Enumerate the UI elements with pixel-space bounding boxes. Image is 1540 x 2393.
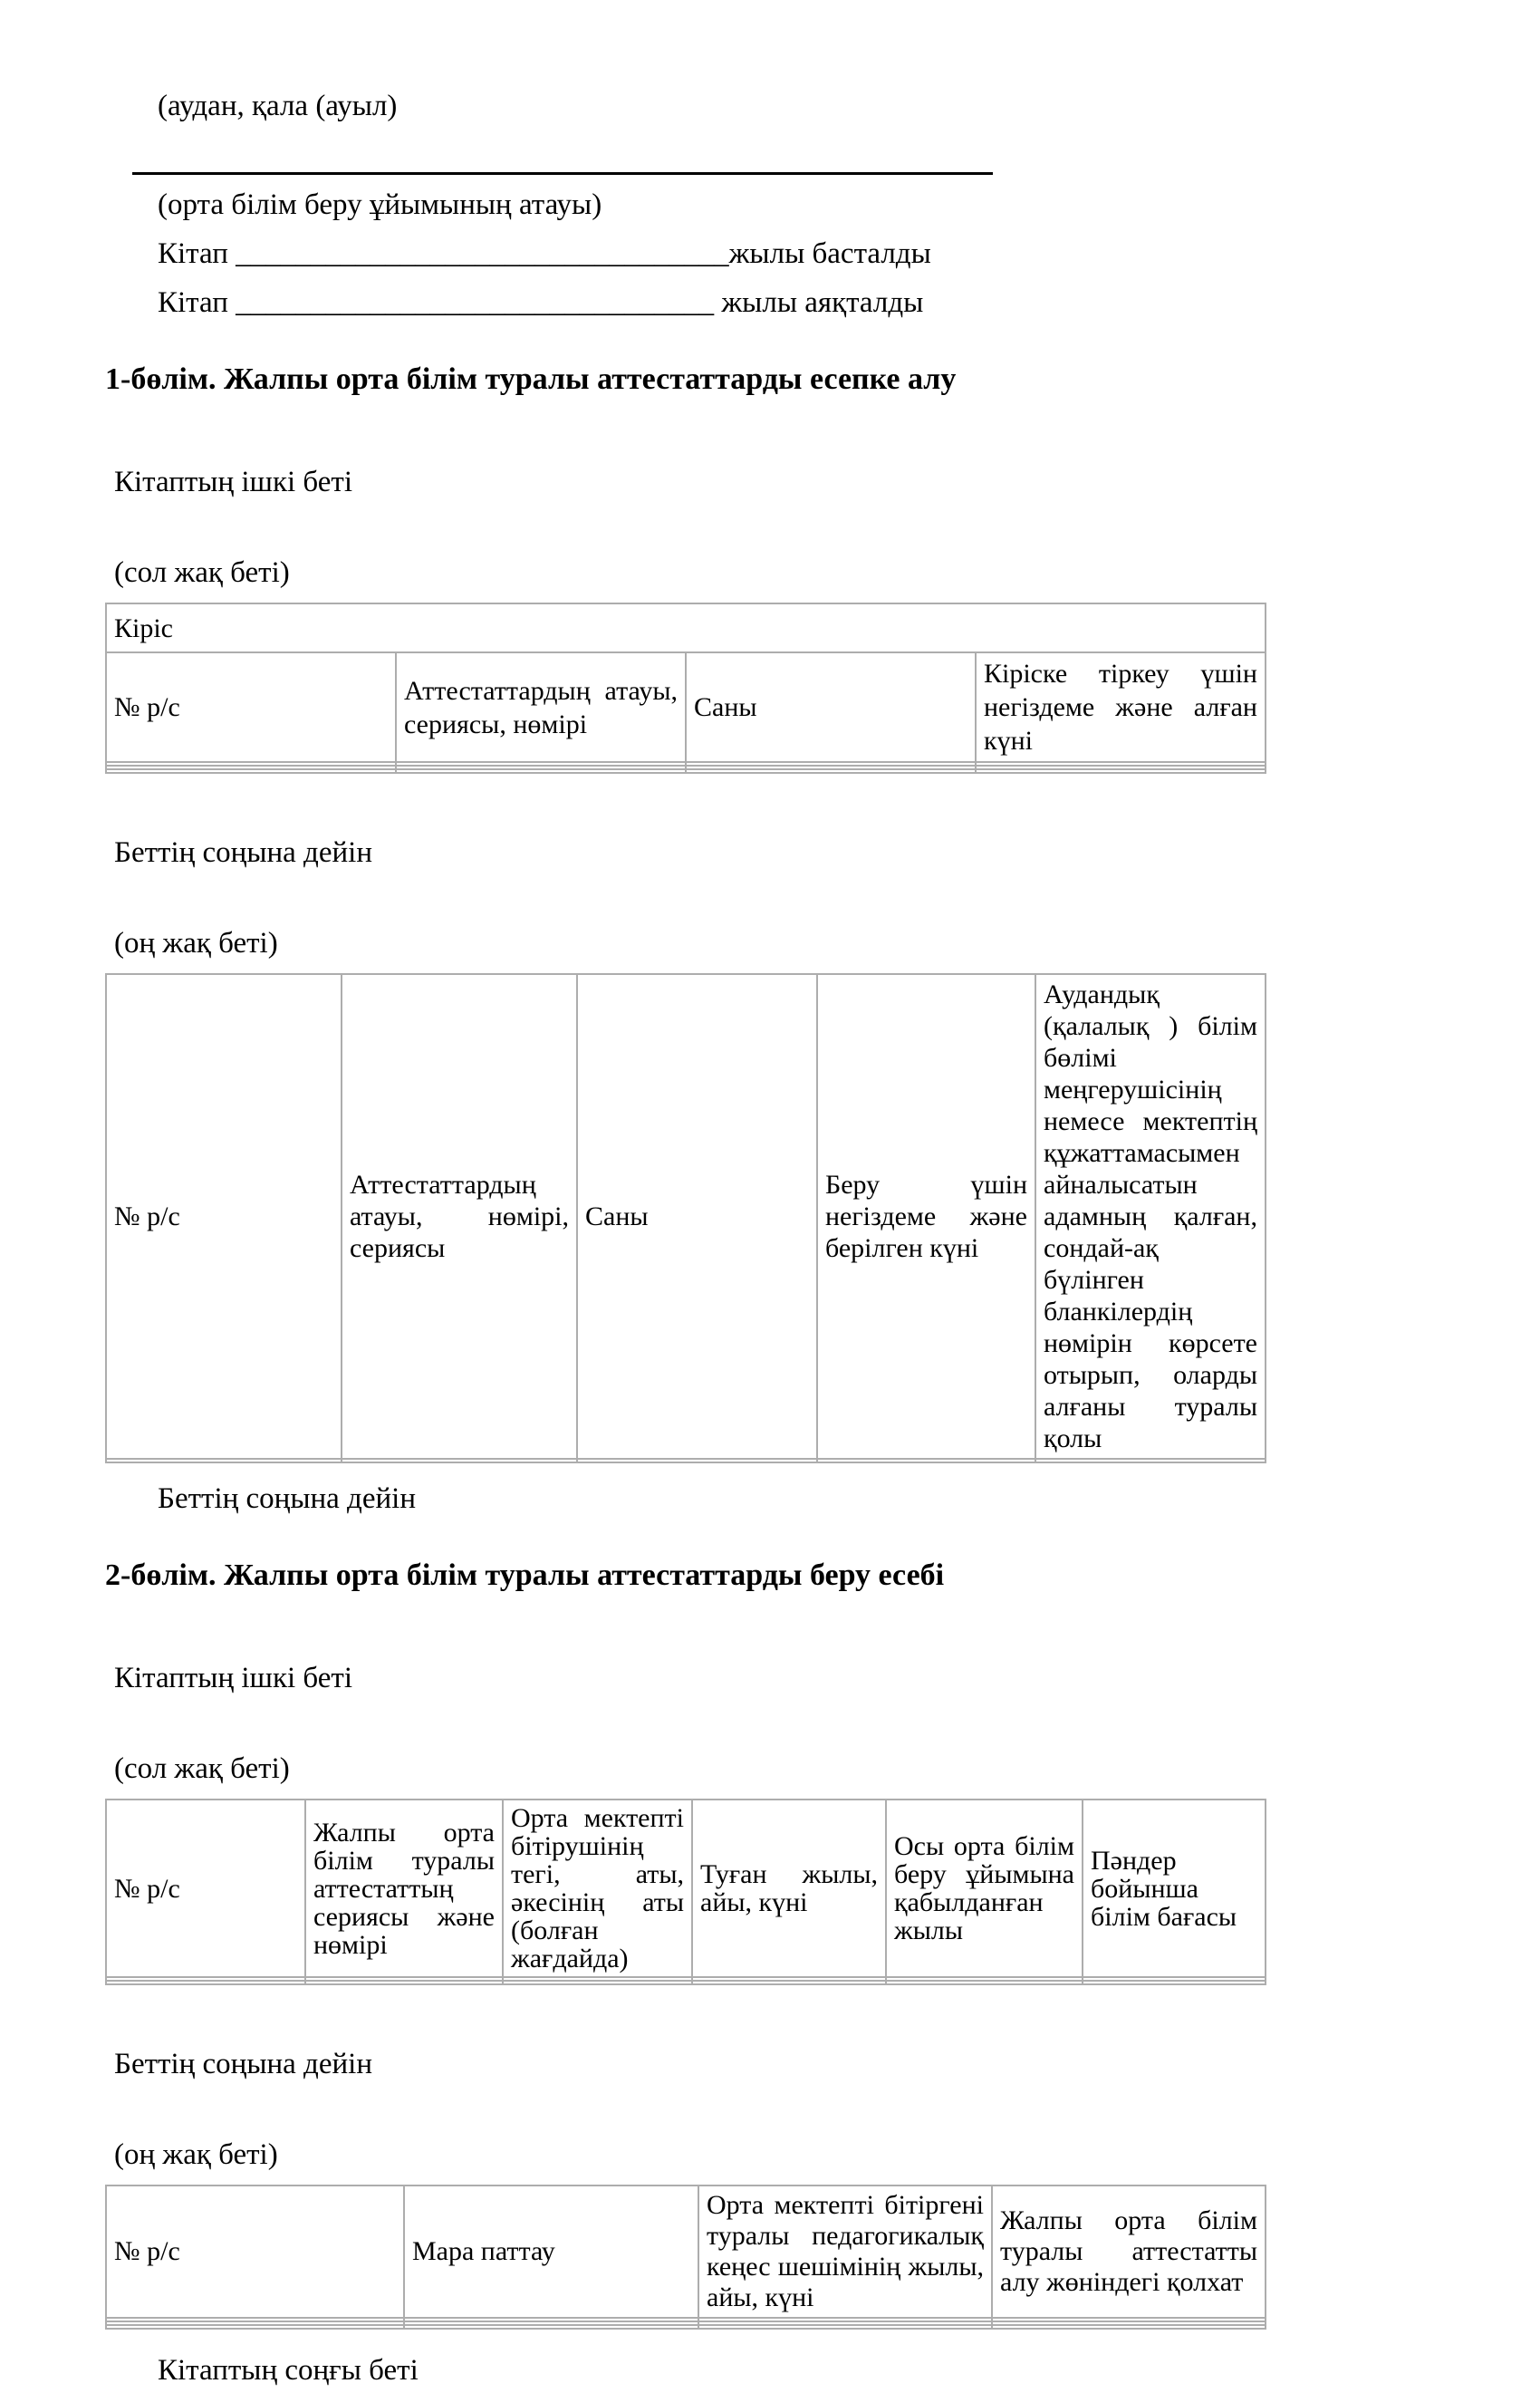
table-row xyxy=(105,1458,1266,1463)
empty-cell xyxy=(105,1980,306,1985)
header-cell: Аттестаттардың атауы, нөмірі, сериясы xyxy=(341,973,578,1460)
inner-page-label: Кітаптың ішкі беті xyxy=(114,466,353,498)
to-page-end-label: Беттің соңына дейін xyxy=(114,2048,372,2080)
header-cell: Саны xyxy=(685,651,977,763)
issue-record-left-page-table: № р/с Жалпы орта білім туралы аттестатты… xyxy=(105,1799,1266,1985)
empty-cell xyxy=(304,1976,504,1982)
empty-cell xyxy=(403,2324,699,2330)
header-cell: № р/с xyxy=(105,651,397,763)
incoming-attestats-table: Кіріс № р/с Аттестаттардың атауы, серияс… xyxy=(105,603,1266,774)
table-row xyxy=(105,761,1266,767)
empty-cell xyxy=(502,1980,693,1985)
right-side-label: (оң жақ беті) xyxy=(114,2138,278,2171)
empty-cell xyxy=(685,761,977,767)
empty-cell xyxy=(698,2324,993,2330)
group-header-cell: Кіріс xyxy=(105,603,1266,653)
header-cell: № р/с xyxy=(105,973,342,1460)
empty-cell xyxy=(991,2324,1266,2330)
empty-cell xyxy=(975,765,1266,770)
empty-cell xyxy=(816,1458,1036,1463)
left-side-label: (сол жақ беті) xyxy=(114,556,290,589)
section2-heading: 2-бөлім. Жалпы орта білім туралы аттеста… xyxy=(105,1558,945,1592)
header-cell: № р/с xyxy=(105,1799,306,1978)
empty-cell xyxy=(685,765,977,770)
issued-attestats-table: № р/с Аттестаттардың атауы, нөмірі, сери… xyxy=(105,973,1266,1463)
empty-cell xyxy=(341,1458,578,1463)
empty-cell xyxy=(685,768,977,774)
header-cell: Осы орта білім беру ұйымына қабылданған … xyxy=(885,1799,1083,1978)
table-row xyxy=(105,1976,1266,1982)
last-page-caption: Кітаптың соңғы беті xyxy=(158,2354,419,2387)
empty-cell xyxy=(395,768,687,774)
table-header-row: № р/с Аттестаттардың атауы, нөмірі, сери… xyxy=(105,973,1266,1460)
table-row xyxy=(105,1980,1266,1985)
table-header-row: № р/с Мара паттау Орта мектепті бітірген… xyxy=(105,2185,1266,2319)
empty-cell xyxy=(975,768,1266,774)
left-side-label: (сол жақ беті) xyxy=(114,1752,290,1785)
header-cell: Пәндер бойынша білім бағасы xyxy=(1082,1799,1266,1978)
inner-page-label: Кітаптың ішкі беті xyxy=(114,1662,353,1694)
empty-cell xyxy=(1082,1980,1266,1985)
page-end-right-side-caption: Беттің соңына дейін (оң жақ беті) xyxy=(114,1996,1265,2177)
empty-cell xyxy=(105,765,397,770)
empty-cell xyxy=(105,1458,342,1463)
table-header-row: № р/с Жалпы орта білім туралы аттестатты… xyxy=(105,1799,1266,1978)
empty-cell xyxy=(105,761,397,767)
header-cell: Жалпы орта білім туралы аттестатты алу ж… xyxy=(991,2185,1266,2319)
empty-cell xyxy=(691,1980,887,1985)
document-page: (аудан, қала (ауыл) (орта білім беру ұйы… xyxy=(105,0,1266,2393)
issue-record-right-page-table: № р/с Мара паттау Орта мектепті бітірген… xyxy=(105,2185,1266,2330)
header-cell: Орта мектепті бітіргені туралы педагогик… xyxy=(698,2185,993,2319)
empty-cell xyxy=(395,765,687,770)
header-cell: Беру үшін негіздеме және берілген күні xyxy=(816,973,1036,1460)
empty-cell xyxy=(885,1980,1083,1985)
page-end-caption: Беттің соңына дейін xyxy=(158,1482,416,1515)
empty-cell xyxy=(885,1976,1083,1982)
empty-cell xyxy=(105,768,397,774)
empty-cell xyxy=(502,1976,693,1982)
empty-cell xyxy=(1035,1458,1266,1463)
table-row xyxy=(105,765,1266,770)
empty-cell xyxy=(975,761,1266,767)
header-cell: Аудандық (қалалық ) білім бөлімі меңгеру… xyxy=(1035,973,1266,1460)
empty-cell xyxy=(105,2324,405,2330)
empty-cell xyxy=(691,1976,887,1982)
book-started-line: Кітап _________________________________ж… xyxy=(158,237,931,270)
to-page-end-label: Беттің соңына дейін xyxy=(114,836,372,869)
inner-page-left-side-caption: Кітаптың ішкі беті (сол жақ беті) xyxy=(114,414,1265,595)
header-cell: Орта мектепті бітірушінің тегі, аты, әке… xyxy=(502,1799,693,1978)
right-side-label: (оң жақ беті) xyxy=(114,927,278,960)
page-end-right-side-caption: Беттің соңына дейін (оң жақ беті) xyxy=(114,785,1265,966)
district-city-village-caption: (аудан, қала (ауыл) xyxy=(158,90,398,122)
header-cell: Жалпы орта білім туралы аттестаттың сери… xyxy=(304,1799,504,1978)
empty-cell xyxy=(304,1980,504,1985)
table-group-header-row: Кіріс xyxy=(105,603,1266,653)
inner-page-left-side-caption: Кітаптың ішкі беті (сол жақ беті) xyxy=(114,1610,1265,1791)
header-cell: Кіріске тіркеу үшін негіздеме және алған… xyxy=(975,651,1266,763)
fill-in-line xyxy=(132,172,993,175)
header-cell: Аттестаттардың атауы, сериясы, нөмірі xyxy=(395,651,687,763)
book-ended-line: Кітап ________________________________ ж… xyxy=(158,286,924,319)
empty-cell xyxy=(395,761,687,767)
table-header-row: № р/с Аттестаттардың атауы, сериясы, нөм… xyxy=(105,651,1266,763)
section1-heading: 1-бөлім. Жалпы орта білім туралы аттеста… xyxy=(105,362,957,396)
empty-cell xyxy=(576,1458,818,1463)
header-cell: Саны xyxy=(576,973,818,1460)
org-name-caption: (орта білім беру ұйымының атауы) xyxy=(158,188,602,221)
header-cell: Мара паттау xyxy=(403,2185,699,2319)
empty-cell xyxy=(1082,1976,1266,1982)
header-cell: № р/с xyxy=(105,2185,405,2319)
empty-cell xyxy=(105,1976,306,1982)
table-row xyxy=(105,2324,1266,2330)
table-row xyxy=(105,768,1266,774)
header-cell: Туған жылы, айы, күні xyxy=(691,1799,887,1978)
